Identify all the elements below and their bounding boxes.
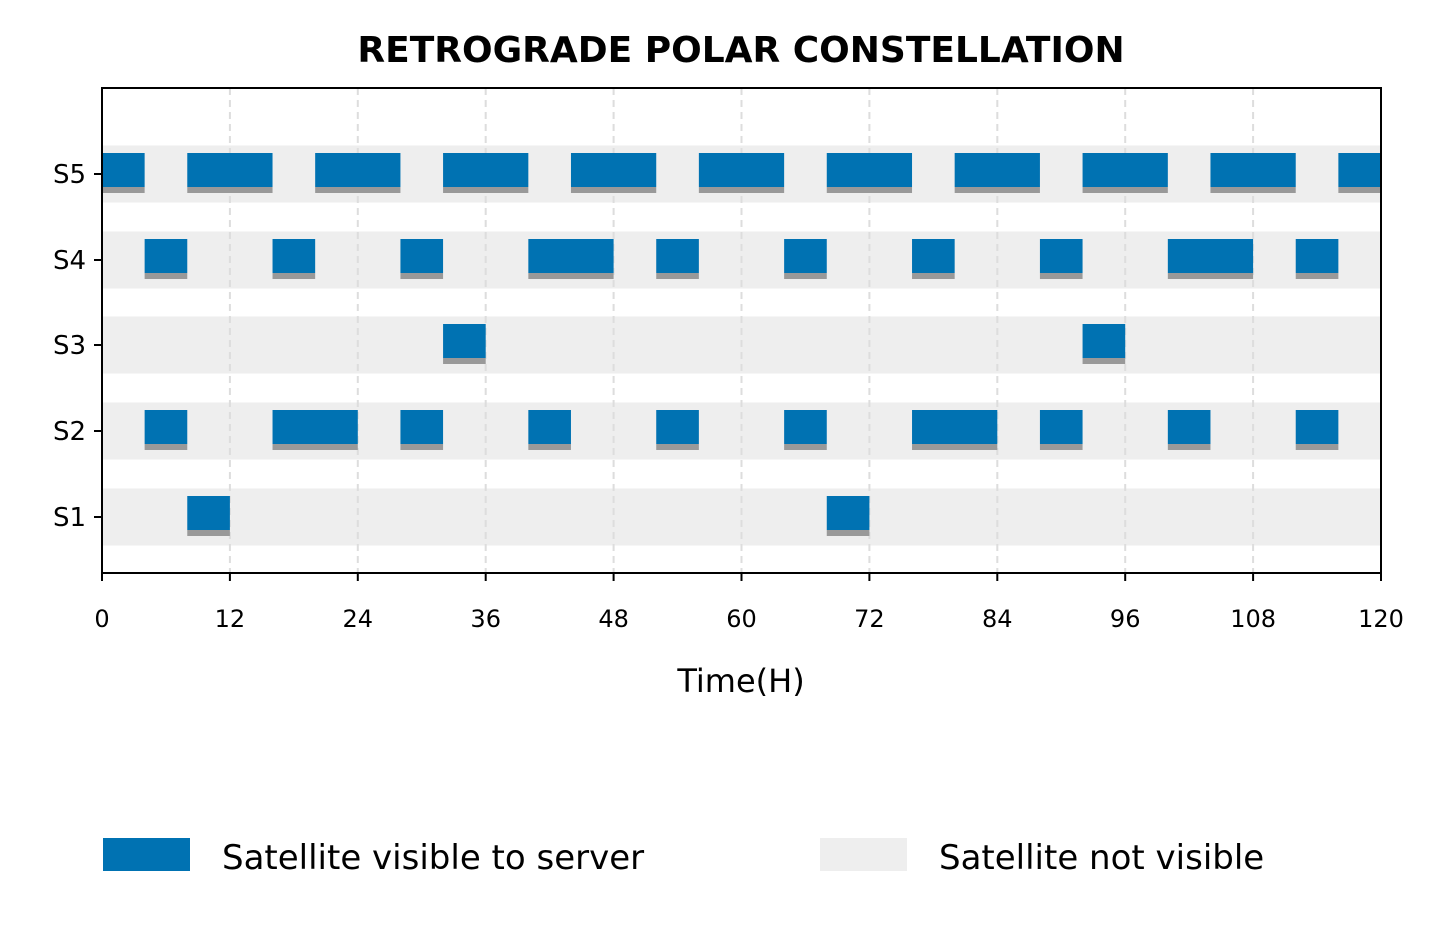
interval-bar-s5 — [1338, 153, 1381, 187]
interval-shadow — [1338, 187, 1381, 193]
interval-shadow — [698, 187, 785, 193]
interval-bar-s4 — [528, 239, 614, 273]
interval-bar-s5 — [187, 153, 273, 187]
interval-bar-s2 — [1295, 410, 1339, 444]
interval-shadow — [784, 444, 827, 450]
interval-shadow — [528, 273, 614, 279]
interval-bar-s4 — [1295, 239, 1339, 273]
interval-bar-s2 — [528, 410, 571, 444]
interval-shadow — [912, 444, 998, 450]
interval-shadow — [1167, 444, 1211, 450]
interval-bar-s2 — [656, 410, 699, 444]
interval-shadow — [784, 273, 827, 279]
interval-bar-s5 — [954, 153, 1040, 187]
interval-bar-s2 — [144, 410, 188, 444]
chart-title: RETROGRADE POLAR CONSTELLATION — [357, 30, 1124, 71]
interval-shadow — [1039, 444, 1083, 450]
interval-shadow — [1210, 187, 1296, 193]
interval-shadow — [528, 444, 571, 450]
interval-bar-s5 — [698, 153, 785, 187]
interval-shadow — [912, 273, 955, 279]
x-tick-label: 60 — [726, 605, 757, 633]
x-tick-label: 84 — [982, 605, 1013, 633]
interval-bar-s3 — [443, 324, 486, 358]
interval-shadow — [400, 273, 444, 279]
x-tick-label: 36 — [470, 605, 501, 633]
x-tick-label: 0 — [94, 605, 109, 633]
legend-label-1: Satellite visible to server — [222, 838, 644, 878]
y-tick-label-s4: S4 — [53, 246, 86, 276]
interval-bar-s4 — [1167, 239, 1254, 273]
interval-shadow — [656, 444, 699, 450]
interval-shadow — [443, 358, 486, 364]
interval-shadow — [102, 187, 145, 193]
interval-bar-s4 — [912, 239, 955, 273]
interval-bar-s4 — [656, 239, 699, 273]
interval-shadow — [400, 444, 444, 450]
interval-bar-s5 — [1082, 153, 1168, 187]
legend-swatch-2 — [820, 838, 907, 871]
interval-bar-s4 — [144, 239, 188, 273]
y-tick-label-s1: S1 — [53, 503, 86, 533]
interval-bar-s2 — [400, 410, 444, 444]
interval-shadow — [1039, 273, 1083, 279]
interval-bar-s2 — [912, 410, 998, 444]
interval-shadow — [272, 273, 316, 279]
x-tick-label: 72 — [854, 605, 885, 633]
y-tick-label-s2: S2 — [53, 417, 86, 447]
interval-bar-s2 — [784, 410, 827, 444]
y-tick-label-s3: S3 — [53, 331, 86, 361]
legend-swatch-1 — [103, 838, 190, 871]
x-tick-label: 12 — [215, 605, 246, 633]
interval-shadow — [1295, 273, 1339, 279]
interval-bar-s5 — [315, 153, 401, 187]
interval-shadow — [443, 187, 529, 193]
interval-shadow — [272, 444, 358, 450]
interval-shadow — [826, 187, 913, 193]
interval-shadow — [656, 273, 699, 279]
interval-bar-s5 — [1210, 153, 1296, 187]
interval-shadow — [1082, 187, 1168, 193]
interval-shadow — [954, 187, 1040, 193]
interval-bar-s5 — [443, 153, 529, 187]
interval-shadow — [187, 187, 273, 193]
y-tick-label-s5: S5 — [53, 160, 86, 190]
interval-shadow — [1082, 358, 1126, 364]
interval-bar-s1 — [187, 496, 230, 530]
x-tick-label: 96 — [1110, 605, 1141, 633]
interval-bar-s2 — [1039, 410, 1083, 444]
interval-bar-s5 — [570, 153, 657, 187]
interval-bar-s4 — [400, 239, 444, 273]
legend: Satellite visible to server Satellite not… — [103, 838, 1264, 878]
interval-shadow — [1167, 273, 1254, 279]
y-axis-ticks: S1 S2 S3 S4 S5 — [53, 160, 102, 533]
x-axis-ticks: 0 12 24 36 48 60 72 84 96 108 120 — [94, 573, 1404, 633]
interval-bar-s5 — [102, 153, 145, 187]
x-tick-label: 24 — [343, 605, 374, 633]
interval-shadow — [826, 530, 870, 536]
interval-shadow — [315, 187, 401, 193]
interval-bar-s3 — [1082, 324, 1126, 358]
interval-bar-s2 — [272, 410, 358, 444]
interval-shadow — [1295, 444, 1339, 450]
interval-bar-s5 — [826, 153, 913, 187]
x-tick-label: 48 — [598, 605, 629, 633]
x-axis-label: Time(H) — [676, 662, 804, 700]
interval-bar-s4 — [784, 239, 827, 273]
interval-shadow — [570, 187, 657, 193]
x-tick-label: 108 — [1230, 605, 1276, 633]
interval-bar-s2 — [1167, 410, 1211, 444]
interval-shadow — [144, 444, 188, 450]
interval-bar-s4 — [272, 239, 316, 273]
interval-bar-s1 — [826, 496, 870, 530]
visible-intervals — [102, 153, 1381, 536]
legend-label-2: Satellite not visible — [939, 838, 1264, 878]
x-tick-label: 120 — [1358, 605, 1404, 633]
interval-bar-s4 — [1039, 239, 1083, 273]
interval-shadow — [144, 273, 188, 279]
interval-shadow — [187, 530, 230, 536]
